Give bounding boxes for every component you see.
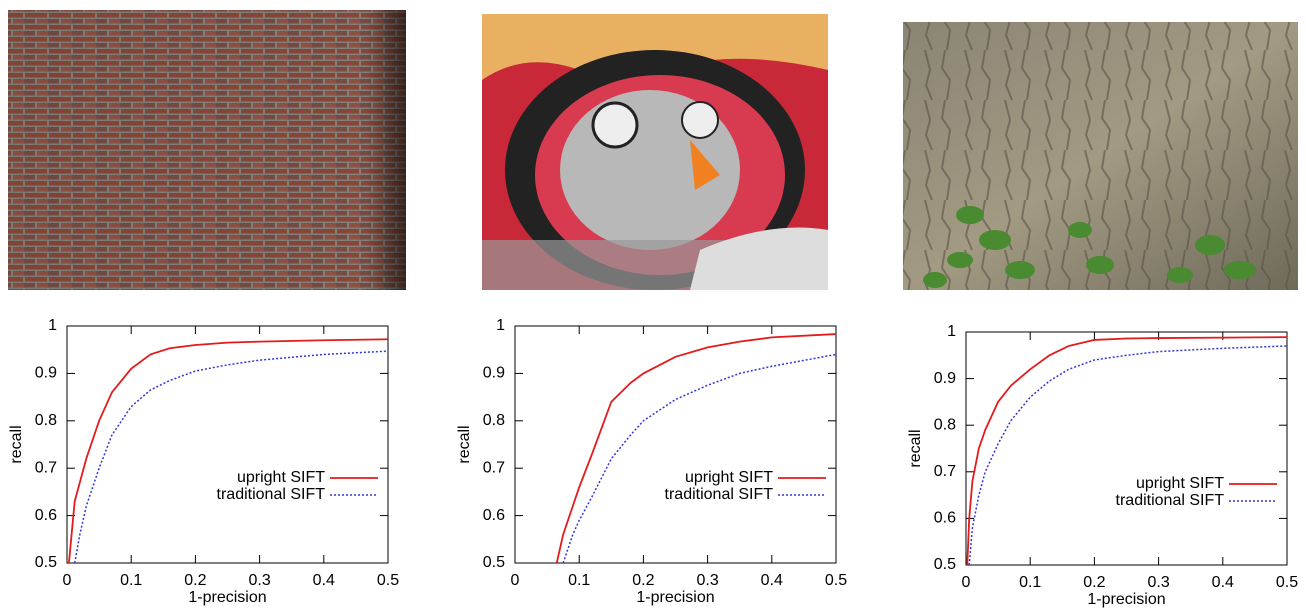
y-axis-label: recall (456, 425, 473, 463)
y-tick-label: 0.6 (35, 507, 57, 524)
y-tick-label: 0.7 (35, 459, 57, 476)
y-tick-label: 1 (947, 323, 956, 340)
x-axis-label: 1-precision (1087, 591, 1165, 608)
x-tick-label: 0.1 (120, 572, 142, 589)
chart: 0.5 0.6 0.7 0.8 0.9 1 0 0.1 0.2 0.3 0.4 0.5 1-precis… (456, 317, 847, 606)
plot-frame (965, 331, 1288, 566)
x-axis-label: 1-precision (188, 589, 266, 606)
x-tick-label: 0.2 (184, 572, 206, 589)
x-tick-label: 0.3 (248, 572, 270, 589)
y-tick-label: 0.8 (35, 412, 57, 429)
y-tick-label: 0.9 (934, 370, 956, 387)
x-tick-label: 0.3 (1147, 574, 1169, 591)
x-tick-label: 0.2 (632, 572, 654, 589)
x-tick-label: 0.1 (568, 572, 590, 589)
y-axis-label: recall (8, 425, 25, 463)
y-tick-label: 0.9 (35, 365, 57, 382)
x-tick-label: 0.2 (1083, 574, 1105, 591)
x-tick-label: 0 (511, 572, 520, 589)
plot-frame (66, 325, 389, 564)
x-tick-label: 0 (63, 572, 72, 589)
series-line (966, 336, 1287, 565)
series-line (68, 338, 388, 563)
y-axis-label: recall (907, 429, 924, 467)
legend-label: traditional SIFT (1116, 492, 1225, 509)
x-axis-label: 1-precision (636, 589, 714, 606)
series-line (555, 333, 836, 563)
y-tick-label: 0.5 (483, 554, 505, 571)
legend-label: upright SIFT (685, 469, 773, 486)
y-tick-label: 0.5 (35, 554, 57, 571)
legend-label: upright SIFT (237, 469, 325, 486)
x-tick-label: 0.5 (377, 572, 399, 589)
x-tick-label: 0.1 (1019, 574, 1041, 591)
x-tick-label: 0.3 (696, 572, 718, 589)
x-tick-label: 0 (962, 574, 971, 591)
photo-graffiti (482, 14, 828, 290)
legend-label: traditional SIFT (665, 486, 774, 503)
x-tick-label: 0.5 (1276, 574, 1298, 591)
x-tick-label: 0.4 (313, 572, 335, 589)
y-tick-label: 0.6 (934, 510, 956, 527)
y-tick-label: 0.7 (483, 459, 505, 476)
y-tick-label: 1 (48, 317, 57, 334)
y-tick-label: 0.9 (483, 365, 505, 382)
y-tick-label: 0.7 (934, 463, 956, 480)
y-tick-label: 0.5 (934, 556, 956, 573)
chart: 0.5 0.6 0.7 0.8 0.9 1 0 0.1 0.2 0.3 0.4 0.5 1-precis… (907, 323, 1298, 608)
x-tick-label: 0.4 (761, 572, 783, 589)
legend-label: traditional SIFT (217, 486, 326, 503)
chart: 0.5 0.6 0.7 0.8 0.9 1 0 0.1 0.2 0.3 0.4 0.5 1-precis… (8, 317, 399, 606)
series-line (968, 345, 1287, 565)
series-line (562, 353, 836, 563)
y-tick-label: 1 (496, 317, 505, 334)
y-tick-label: 0.8 (483, 412, 505, 429)
y-tick-label: 0.8 (934, 416, 956, 433)
legend-label: upright SIFT (1136, 475, 1224, 492)
plot-frame (514, 325, 837, 564)
x-tick-label: 0.5 (825, 572, 847, 589)
y-tick-label: 0.6 (483, 507, 505, 524)
photo-brick-wall (8, 10, 406, 290)
x-tick-label: 0.4 (1212, 574, 1234, 591)
photo-tree-bark (903, 22, 1298, 290)
series-line (73, 350, 388, 563)
